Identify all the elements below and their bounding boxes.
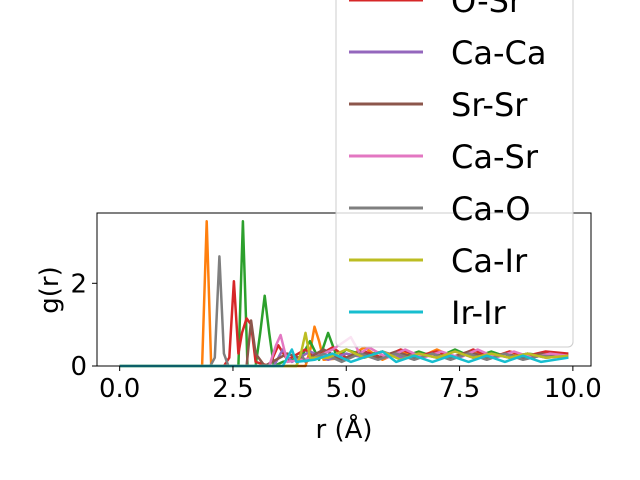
y-tick-label: 0 [70, 352, 87, 382]
legend-label: Ca-Ir [451, 242, 528, 280]
y-tick-label: 2 [70, 269, 87, 299]
x-tick-label: 7.5 [439, 374, 480, 404]
legend-label: Ca-O [451, 190, 531, 228]
x-axis-label: r (Å) [315, 413, 372, 445]
series-line-ir-ir [119, 348, 569, 368]
series-layer [119, 220, 569, 368]
x-tick-label: 0.0 [99, 374, 140, 404]
x-tick-label: 5.0 [326, 374, 367, 404]
x-axis: 0.0 2.5 5.0 7.5 10.0 [99, 366, 602, 404]
legend-label: Ir-Ir [451, 294, 507, 332]
legend-label: O-Sr [451, 0, 523, 20]
legend-label: Sr-Sr [451, 86, 528, 124]
y-axis-label: g(r) [35, 266, 65, 313]
legend: O-Sr Ca-Ca Sr-Sr Ca-Sr Ca-O Ca-Ir Ir-Ir [335, 0, 574, 348]
y-axis: 02 [70, 269, 97, 382]
x-tick-label: 10.0 [544, 374, 602, 404]
legend-label: Ca-Sr [451, 138, 539, 176]
x-tick-label: 2.5 [212, 374, 253, 404]
legend-label: Ca-Ca [451, 34, 546, 72]
